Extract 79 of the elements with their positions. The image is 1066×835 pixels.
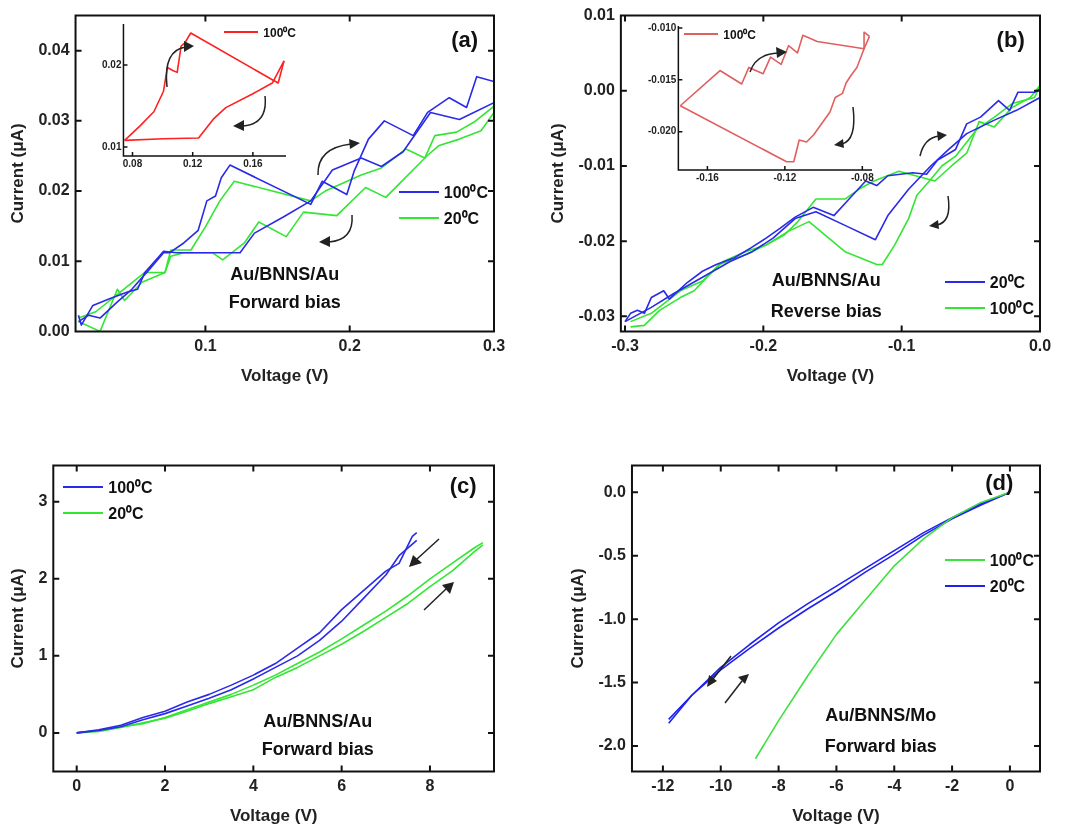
annotation: Forward bias	[824, 735, 937, 756]
legend-label: 100⁰C	[108, 477, 153, 498]
x-tick-label: -0.1	[887, 337, 916, 355]
x-tick-label: -0.12	[773, 171, 797, 183]
legend-label: 100⁰C	[443, 183, 488, 204]
annotation: Au/BNNS/Au	[771, 269, 881, 290]
annotation: Forward bias	[261, 738, 374, 759]
annotation: (d)	[985, 470, 1014, 496]
x-tick-label: 8	[425, 777, 435, 795]
annotation: Forward bias	[228, 291, 341, 312]
legend-label: 100⁰C	[723, 26, 757, 43]
y-tick-label: -0.01	[578, 156, 615, 174]
legend-label: 100⁰C	[263, 24, 296, 41]
x-tick-label: -0.08	[850, 171, 875, 183]
annotation: (a)	[451, 26, 479, 52]
x-tick-label: -4	[887, 777, 902, 795]
y-tick-label: 1	[38, 646, 48, 664]
y-tick-label: 0	[38, 723, 48, 741]
y-tick-label: 0.00	[38, 321, 70, 339]
y-tick-label: 0.04	[38, 41, 70, 59]
y-tick-label: 3	[38, 492, 48, 510]
x-tick-label: -12	[651, 777, 675, 795]
x-tick-label: 0.16	[243, 157, 264, 169]
legend-label: 20⁰C	[989, 576, 1026, 597]
y-tick-label: -2.0	[598, 736, 627, 754]
x-tick-label: -2	[944, 777, 960, 795]
y-tick-label: 0.02	[101, 58, 122, 70]
y-tick-label: -1.0	[598, 609, 627, 627]
y-tick-label: -0.5	[598, 546, 627, 564]
y-axis-title: Current (μA)	[7, 123, 27, 224]
y-tick-label: -0.03	[578, 306, 615, 324]
annotation: (c)	[449, 473, 477, 499]
x-tick-label: 0.2	[338, 337, 361, 355]
annotation: (b)	[996, 26, 1025, 52]
x-tick-label: -0.16	[696, 171, 720, 183]
y-tick-label: 0.00	[583, 81, 615, 99]
y-tick-label: 0.0	[603, 482, 627, 500]
y-axis-title: Current (μA)	[547, 123, 567, 224]
y-tick-label: 0.03	[38, 111, 70, 129]
legend-label: 100⁰C	[989, 299, 1034, 320]
x-tick-label: -6	[829, 777, 844, 795]
y-tick-label: 0.01	[38, 251, 70, 269]
y-tick-label: 0.01	[583, 6, 615, 24]
x-axis-title: Voltage (V)	[786, 366, 875, 386]
x-axis-title: Voltage (V)	[792, 806, 880, 826]
y-tick-label: 0.01	[101, 140, 122, 152]
y-axis-title: Current (μA)	[567, 568, 587, 669]
x-tick-label: -8	[771, 777, 786, 795]
legend-label: 20⁰C	[443, 209, 480, 230]
y-tick-label: -0.020	[648, 125, 677, 137]
y-axis-title: Current (μA)	[7, 568, 27, 669]
x-tick-label: 2	[160, 777, 170, 795]
x-axis-title: Voltage (V)	[229, 806, 318, 826]
x-tick-label: 0	[72, 777, 82, 795]
x-tick-label: 0.0	[1028, 337, 1052, 355]
legend-label: 100⁰C	[989, 550, 1034, 571]
annotation: Reverse bias	[770, 301, 882, 322]
x-tick-label: -10	[709, 777, 733, 795]
y-tick-label: -0.015	[648, 73, 677, 85]
y-tick-label: -0.02	[578, 231, 615, 249]
y-tick-label: 2	[38, 569, 48, 587]
annotation: Au/BNNS/Mo	[825, 705, 937, 726]
x-tick-label: 4	[248, 777, 258, 795]
y-tick-label: -0.010	[648, 21, 677, 33]
x-tick-label: 0	[1005, 777, 1015, 795]
legend-label: 20⁰C	[989, 273, 1026, 294]
y-tick-label: 0.02	[38, 181, 70, 199]
x-tick-label: -0.2	[749, 337, 778, 355]
x-tick-label: 0.1	[194, 337, 217, 355]
annotation: Au/BNNS/Au	[230, 263, 340, 284]
y-tick-label: -1.5	[598, 672, 627, 690]
x-tick-label: 0.12	[182, 157, 203, 169]
x-axis-title: Voltage (V)	[241, 366, 329, 386]
legend-label: 20⁰C	[108, 503, 144, 524]
x-tick-label: -0.3	[611, 337, 639, 355]
x-tick-label: 0.3	[482, 337, 506, 355]
x-tick-label: 0.08	[122, 157, 143, 169]
x-tick-label: 6	[337, 777, 347, 795]
annotation: Au/BNNS/Au	[263, 711, 373, 732]
